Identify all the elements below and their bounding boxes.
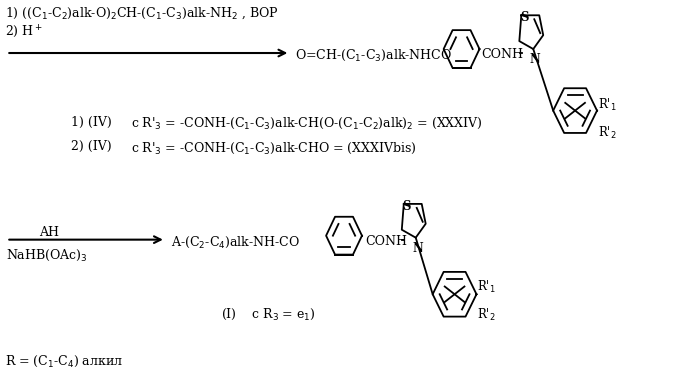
Text: O=CH-(C$_1$-C$_3$)alk-NHCO: O=CH-(C$_1$-C$_3$)alk-NHCO xyxy=(295,48,452,63)
Text: N: N xyxy=(530,53,540,66)
Text: S: S xyxy=(403,200,411,213)
Text: 2) H$^+$: 2) H$^+$ xyxy=(6,23,43,39)
Text: R'$_1$: R'$_1$ xyxy=(598,97,617,113)
Text: A-(C$_2$-C$_4$)alk-NH-CO: A-(C$_2$-C$_4$)alk-NH-CO xyxy=(171,235,300,250)
Text: R'$_2$: R'$_2$ xyxy=(598,124,617,141)
Text: AH: AH xyxy=(39,226,59,239)
Text: 1) ((C$_1$-C$_2$)alk-O)$_2$CH-(C$_1$-C$_3$)alk-NH$_2$ , BOP: 1) ((C$_1$-C$_2$)alk-O)$_2$CH-(C$_1$-C$_… xyxy=(6,5,279,21)
Text: N: N xyxy=(412,242,423,255)
Text: c R'$_3$ = -CONH-(C$_1$-C$_3$)alk-CH(O-(C$_1$-C$_2$)alk)$_2$ = (XXXIV): c R'$_3$ = -CONH-(C$_1$-C$_3$)alk-CH(O-(… xyxy=(131,116,482,131)
Text: NaHB(OAc)$_3$: NaHB(OAc)$_3$ xyxy=(6,247,88,263)
Text: R = (C$_1$-C$_4$) алкил: R = (C$_1$-C$_4$) алкил xyxy=(6,354,124,369)
Text: CONH: CONH xyxy=(365,235,407,248)
Text: 1) (IV): 1) (IV) xyxy=(71,116,112,129)
Text: 2) (IV): 2) (IV) xyxy=(71,141,112,153)
Text: R'$_2$: R'$_2$ xyxy=(477,307,496,323)
Text: S: S xyxy=(520,11,528,24)
Text: c R'$_3$ = -CONH-(C$_1$-C$_3$)alk-CHO = (XXXIVbis): c R'$_3$ = -CONH-(C$_1$-C$_3$)alk-CHO = … xyxy=(131,141,417,155)
Text: (I)    c R$_3$ = e$_1$): (I) c R$_3$ = e$_1$) xyxy=(220,307,315,322)
Text: R'$_1$: R'$_1$ xyxy=(477,279,496,295)
Text: CONH: CONH xyxy=(482,48,524,61)
